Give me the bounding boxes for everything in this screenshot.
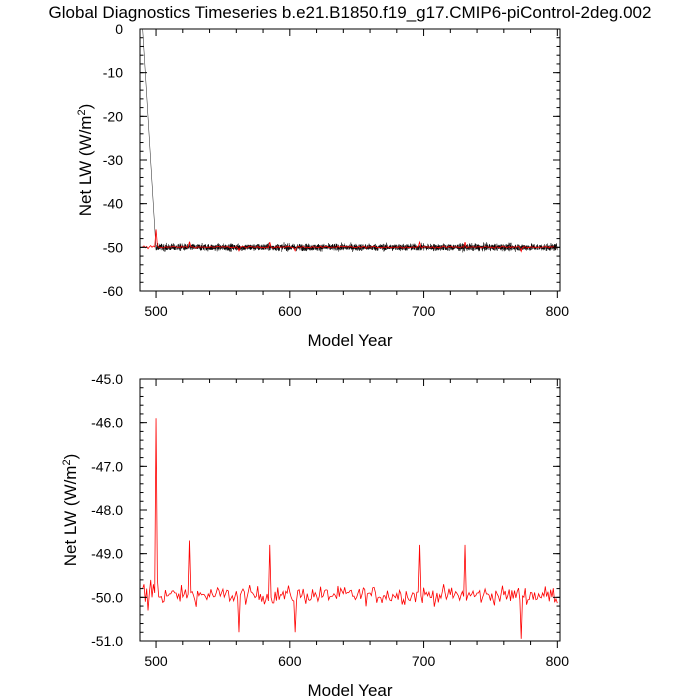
bottom-x-tick-label: 600	[278, 653, 302, 669]
top-x-axis-label: Model Year	[307, 331, 392, 350]
bottom-annual-series-line	[142, 418, 558, 639]
top-y-tick-label: -30	[103, 152, 123, 168]
bottom-y-axis-label: Net LW (W/m2)	[61, 454, 80, 567]
bottom-y-tick-label: -49.0	[91, 546, 123, 562]
top-y-tick-label: -20	[103, 108, 123, 124]
top-annual-series-line	[142, 229, 558, 253]
bottom-y-tick-label: -48.0	[91, 502, 123, 518]
bottom-y-tick-label: -45.0	[91, 371, 123, 387]
bottom-x-axis-label: Model Year	[307, 681, 392, 700]
top-ticks	[140, 28, 560, 298]
bottom-y-tick-label: -47.0	[91, 458, 123, 474]
top-x-tick-label: 500	[144, 303, 168, 319]
top-x-tick-label: 600	[278, 303, 302, 319]
top-y-tick-label: -50	[103, 239, 123, 255]
bottom-y-tick-label: -46.0	[91, 415, 123, 431]
top-y-tick-label: -40	[103, 196, 123, 212]
bottom-x-tick-label: 800	[546, 653, 570, 669]
bottom-y-tick-labels: -45.0 -46.0 -47.0 -48.0 -49.0 -50.0 -51.0	[91, 371, 123, 649]
bottom-x-tick-label: 500	[144, 653, 168, 669]
top-x-tick-label: 800	[546, 303, 570, 319]
top-y-axis-label: Net LW (W/m2)	[76, 104, 95, 217]
top-y-tick-labels: 0 -10 -20 -30 -40 -50 -60	[103, 21, 123, 299]
bottom-x-tick-labels: 500 600 700 800	[144, 653, 569, 669]
bottom-x-tick-label: 700	[412, 653, 436, 669]
figure-title: Global Diagnostics Timeseries b.e21.B185…	[49, 3, 652, 22]
top-x-tick-labels: 500 600 700 800	[144, 303, 569, 319]
bottom-ticks	[140, 378, 560, 648]
bottom-data-lines	[142, 418, 558, 639]
top-data-lines	[142, 28, 558, 253]
top-plot-frame	[139, 28, 561, 292]
top-x-tick-label: 700	[412, 303, 436, 319]
bottom-y-tick-label: -51.0	[91, 633, 123, 649]
bottom-y-tick-label: -50.0	[91, 589, 123, 605]
top-y-tick-label: -60	[103, 283, 123, 299]
top-y-tick-label: -10	[103, 65, 123, 81]
bottom-plot-frame	[139, 378, 561, 642]
top-panel: 0 -10 -20 -30 -40 -50 -60 500 600 700 800 Model Y…	[76, 21, 569, 350]
top-y-tick-label: 0	[115, 21, 123, 37]
top-monthly-series-line	[142, 28, 558, 253]
bottom-panel: -45.0 -46.0 -47.0 -48.0 -49.0 -50.0 -51.0 500 6…	[61, 371, 569, 700]
